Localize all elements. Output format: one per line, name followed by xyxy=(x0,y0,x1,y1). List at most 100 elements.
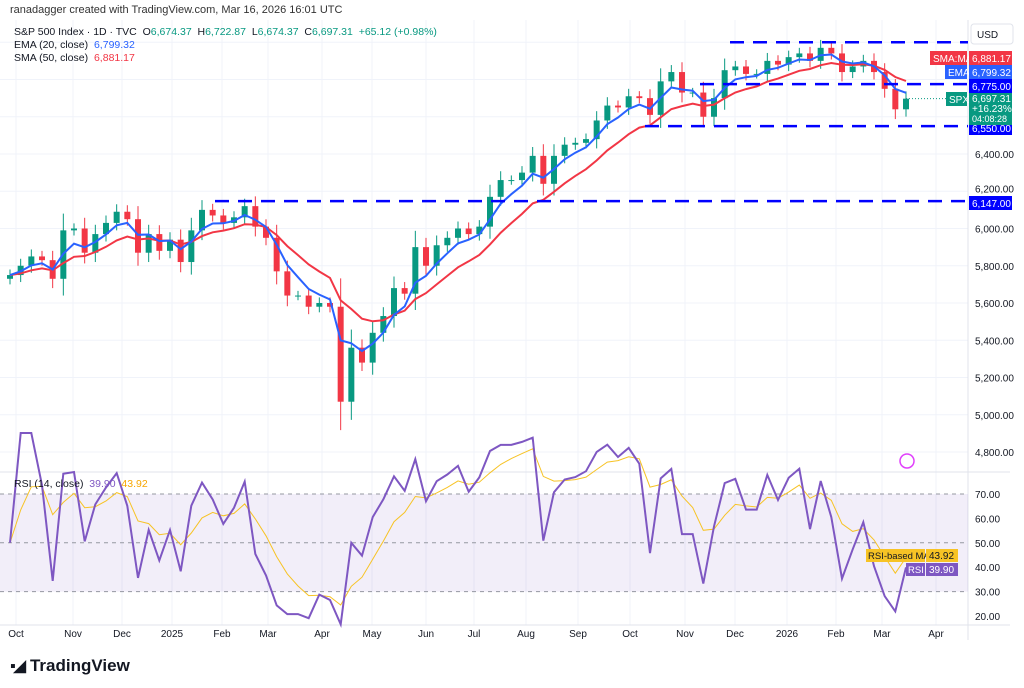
price-tick: 6,200.00 xyxy=(975,184,1014,195)
candle-body xyxy=(7,275,13,279)
candle-body xyxy=(625,96,632,108)
candle-body xyxy=(199,209,205,231)
candle-body xyxy=(380,316,387,333)
ema-row[interactable]: EMA (20, close) 6,799.32 xyxy=(14,39,437,52)
candle-body xyxy=(412,247,419,294)
time-tick: Jul xyxy=(468,629,481,640)
price-tick: 5,600.00 xyxy=(975,299,1014,310)
sma-line xyxy=(9,61,907,323)
candle-body xyxy=(391,288,397,317)
time-tick: Sep xyxy=(569,629,587,640)
candle-body xyxy=(892,88,899,110)
candle-body xyxy=(689,92,696,94)
ema-tag: EMA xyxy=(948,68,970,79)
candle-body xyxy=(369,332,376,363)
candle-body xyxy=(593,120,600,140)
candle-body xyxy=(156,234,163,251)
candle-body xyxy=(401,288,408,294)
candle-body xyxy=(711,98,717,117)
open-value: 6,674.37 xyxy=(150,26,192,38)
low-value: 6,674.37 xyxy=(257,26,299,38)
time-tick: Nov xyxy=(676,629,694,640)
candle-body xyxy=(455,228,461,238)
candle-body xyxy=(561,144,568,156)
rsi-tick: 40.00 xyxy=(975,563,1000,574)
candle-body xyxy=(775,60,781,65)
candle-body xyxy=(305,295,312,307)
price-tick: 5,200.00 xyxy=(975,374,1014,385)
candle-body xyxy=(113,211,120,223)
candle-body xyxy=(337,306,344,402)
logo-text: TradingView xyxy=(29,656,130,675)
level-label: 6,775.00 xyxy=(972,82,1011,93)
price-tick: 4,800.00 xyxy=(975,448,1014,459)
last-price: 6,697.31 xyxy=(972,94,1011,105)
symbol-name[interactable]: S&P 500 Index · 1D · TVC xyxy=(14,26,137,38)
candle-body xyxy=(604,105,611,121)
price-tick: 6,000.00 xyxy=(975,225,1014,236)
time-tick: 2025 xyxy=(161,629,184,640)
candle-body xyxy=(508,180,515,182)
chart-canvas[interactable]: 6,400.00 6,200.00 6,000.00 5,800.00 5,600.00… xyxy=(0,0,1024,650)
level-label: 6,147.00 xyxy=(972,199,1011,210)
rsi-tick: 70.00 xyxy=(975,490,1000,501)
candle-body xyxy=(465,228,472,235)
candle-body xyxy=(753,73,760,75)
pct-change: +16.23% xyxy=(972,104,1012,115)
candle-body xyxy=(519,172,525,181)
currency-label: USD xyxy=(977,30,998,41)
time-tick: Oct xyxy=(8,629,24,640)
candle-body xyxy=(540,155,547,184)
candle-body xyxy=(135,219,141,253)
tradingview-logo[interactable]: ▪◢ TradingView xyxy=(10,656,130,676)
sma-price: 6,881.17 xyxy=(972,54,1011,65)
candle-body xyxy=(433,245,440,266)
candle-body xyxy=(743,66,749,74)
time-tick: Dec xyxy=(726,629,744,640)
sma-row[interactable]: SMA (50, close) 6,881.17 xyxy=(14,52,437,65)
rsi-legend[interactable]: RSI (14, close) 39.90 43.92 xyxy=(14,478,148,490)
rsi-ma-price-bg xyxy=(926,549,958,562)
candle-body xyxy=(71,228,77,231)
sma-tag-bg xyxy=(930,51,967,65)
time-tick: Oct xyxy=(622,629,638,640)
candle-body xyxy=(615,105,621,108)
bar-countdown: 04:08:28 xyxy=(972,114,1007,124)
open-label: O xyxy=(142,26,151,38)
time-tick: Feb xyxy=(827,629,845,640)
rsi-line xyxy=(9,432,907,628)
rsi-ma-tag: RSI-based MA xyxy=(868,551,930,562)
high-label: H xyxy=(197,26,206,38)
candle-body xyxy=(903,98,909,110)
price-tick: 6,400.00 xyxy=(975,150,1014,161)
ema-line xyxy=(9,53,907,353)
low-label: L xyxy=(251,26,258,38)
candle-body xyxy=(807,53,813,61)
candle-body xyxy=(668,72,675,82)
candle-body xyxy=(444,237,451,246)
rsi-ma-value: 43.92 xyxy=(121,478,148,490)
candle-body xyxy=(295,295,301,297)
candle-body xyxy=(359,347,365,363)
spx-tag: SPX xyxy=(949,95,969,106)
candle-body xyxy=(273,237,280,272)
chart-legend: S&P 500 Index · 1D · TVC O6,674.37 H6,72… xyxy=(14,26,437,65)
rsi-price: 39.90 xyxy=(929,565,954,576)
last-price-box xyxy=(969,93,1012,125)
candle-body xyxy=(679,72,685,93)
sma-value: 6,881.17 xyxy=(93,52,135,64)
candle-body xyxy=(583,139,589,143)
rsi-ma-tag-bg xyxy=(866,549,925,562)
rsi-value: 39.90 xyxy=(89,478,116,490)
rsi-ma-price: 43.92 xyxy=(929,551,954,562)
candle-body xyxy=(700,92,707,117)
time-tick: Nov xyxy=(64,629,82,640)
candle-body xyxy=(263,226,269,238)
rsi-label: RSI (14, close) xyxy=(14,478,84,490)
logo-icon: ▪◢ xyxy=(10,658,26,675)
candle-body xyxy=(764,60,771,74)
candle-body xyxy=(796,53,803,58)
candle-body xyxy=(252,206,259,227)
lightning-icon xyxy=(899,453,915,469)
symbol-row: S&P 500 Index · 1D · TVC O6,674.37 H6,72… xyxy=(14,26,437,39)
